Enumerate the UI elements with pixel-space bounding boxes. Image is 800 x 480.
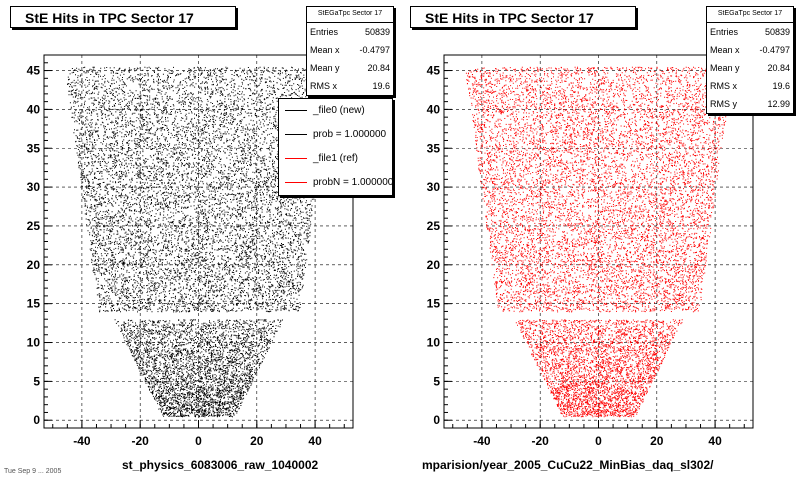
y-tick-label: 15 bbox=[427, 297, 441, 311]
left-pad: -40 -20 0 20 40 0 5 10 15 20 25 30 35 40 45 StE Hits i… bbox=[4, 6, 394, 475]
x-tick-label: -40 bbox=[73, 434, 91, 448]
stats-row: RMS y 12.99 bbox=[710, 99, 790, 109]
left-stats-name: StEGaTpc Sector 17 bbox=[307, 7, 393, 23]
legend-line-swatch bbox=[285, 182, 307, 183]
y-tick-label: 35 bbox=[427, 141, 441, 155]
y-tick-label: 45 bbox=[27, 64, 41, 78]
scatter-points bbox=[67, 66, 333, 418]
y-tick-label: 0 bbox=[433, 413, 440, 427]
right-stats-box: StEGaTpc Sector 17 Entries 50839 Mean x -0… bbox=[706, 6, 794, 114]
x-tick-label: 0 bbox=[595, 434, 602, 448]
left-plot: -40 -20 0 20 40 0 5 10 15 20 25 30 35 40 45 bbox=[27, 54, 354, 448]
y-tick-label: 5 bbox=[33, 374, 40, 388]
stats-row: RMS x 19.6 bbox=[310, 81, 390, 91]
legend-line-swatch bbox=[285, 110, 307, 111]
right-plot-title: StE Hits in TPC Sector 17 bbox=[410, 6, 636, 28]
right-plot: -40 -20 0 20 40 0 5 10 15 20 25 30 35 40 45 bbox=[427, 54, 754, 448]
x-tick-label: 40 bbox=[308, 434, 322, 448]
y-tick-label: 20 bbox=[27, 258, 41, 272]
legend-entry: _file1 (ref) bbox=[279, 147, 392, 171]
legend-line-swatch bbox=[285, 158, 307, 159]
y-tick-label: 30 bbox=[427, 180, 441, 194]
x-tick-label: 20 bbox=[250, 434, 264, 448]
left-stats-box: StEGaTpc Sector 17 Entries 50839 Mean x -0… bbox=[306, 6, 394, 96]
stats-row: Mean y 20.84 bbox=[310, 63, 390, 73]
y-tick-label: 30 bbox=[27, 180, 41, 194]
legend-box: _file0 (new) prob = 1.000000 _file1 (ref… bbox=[278, 98, 393, 196]
stats-row: Entries 50839 bbox=[710, 27, 790, 37]
y-tick-label: 40 bbox=[27, 102, 41, 116]
stats-row: RMS x 19.6 bbox=[710, 81, 790, 91]
legend-entry: _file0 (new) bbox=[279, 99, 392, 123]
x-tick-label: 20 bbox=[650, 434, 664, 448]
x-tick-label: 40 bbox=[708, 434, 722, 448]
legend-line-swatch bbox=[285, 134, 307, 135]
x-tick-label: -20 bbox=[532, 434, 550, 448]
x-tick-label: -20 bbox=[132, 434, 150, 448]
stats-row: Mean y 20.84 bbox=[710, 63, 790, 73]
stats-row: Entries 50839 bbox=[310, 27, 390, 37]
y-tick-label: 20 bbox=[427, 258, 441, 272]
y-tick-label: 25 bbox=[427, 219, 441, 233]
stats-row: Mean x -0.4797 bbox=[310, 45, 390, 55]
left-plot-title: StE Hits in TPC Sector 17 bbox=[10, 6, 236, 28]
y-tick-label: 15 bbox=[27, 297, 41, 311]
y-tick-label: 40 bbox=[427, 102, 441, 116]
right-stats-name: StEGaTpc Sector 17 bbox=[707, 7, 793, 23]
stats-row: Mean x -0.4797 bbox=[710, 45, 790, 55]
scatter-points bbox=[465, 66, 733, 418]
y-tick-label: 35 bbox=[27, 141, 41, 155]
right-x-axis-title: mparision/year_2005_CuCu22_MinBias_daq_s… bbox=[422, 458, 714, 472]
y-tick-label: 5 bbox=[433, 374, 440, 388]
y-tick-label: 25 bbox=[27, 219, 41, 233]
y-tick-label: 10 bbox=[27, 336, 41, 350]
x-tick-label: -40 bbox=[473, 434, 491, 448]
timestamp-footnote: Tue Sep 9 ... 2005 bbox=[4, 468, 62, 475]
right-pad: -40 -20 0 20 40 0 5 10 15 20 25 30 35 40 45 StE Hits i… bbox=[400, 0, 800, 480]
left-x-axis-title: st_physics_6083006_raw_1040002 bbox=[122, 458, 319, 472]
legend-entry: prob = 1.000000 bbox=[279, 123, 392, 147]
y-tick-label: 0 bbox=[33, 413, 40, 427]
y-tick-label: 10 bbox=[427, 336, 441, 350]
x-tick-label: 0 bbox=[195, 434, 202, 448]
y-tick-label: 45 bbox=[427, 64, 441, 78]
legend-entry: probN = 1.000000 bbox=[279, 171, 392, 195]
